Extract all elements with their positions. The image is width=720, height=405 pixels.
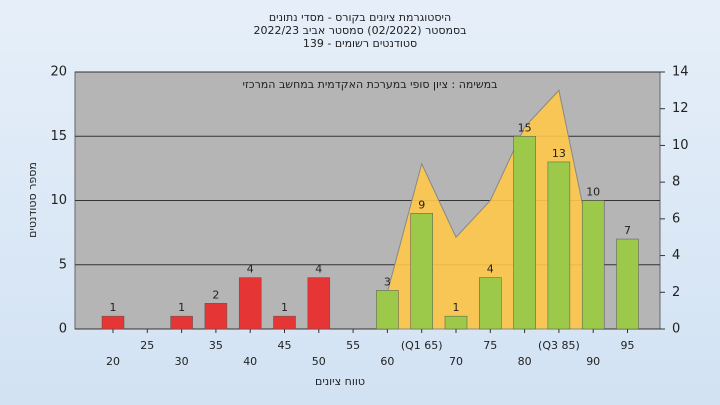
title-line: סטודנטים רשומים - 139: [303, 37, 417, 50]
y2-tick-label: 10: [672, 138, 689, 153]
data-label: 1: [281, 301, 288, 314]
x-tick-label: 35: [209, 339, 223, 352]
y-tick-label: 5: [59, 257, 67, 272]
bar: [444, 315, 468, 330]
data-label: 4: [247, 263, 254, 276]
y-tick-label: 10: [50, 193, 67, 208]
x-tick-label: 50: [312, 355, 326, 368]
bar: [238, 277, 262, 330]
bar: [547, 161, 571, 330]
y2-tick-label: 14: [672, 65, 689, 80]
y-tick-label: 20: [50, 65, 67, 80]
x-tick-label: 25: [140, 339, 154, 352]
x-tick-label: 55: [346, 339, 360, 352]
data-label: 15: [518, 121, 532, 134]
data-label: 9: [418, 198, 425, 211]
data-label: 2: [212, 288, 219, 301]
x-tick-label: 80: [518, 355, 532, 368]
data-label: 1: [178, 301, 185, 314]
bar: [376, 290, 399, 330]
data-label: 4: [315, 263, 322, 276]
x-tick-label: (Q1 65): [401, 339, 443, 352]
y-tick-label: 15: [50, 129, 67, 144]
bar: [479, 277, 502, 330]
bar: [170, 315, 193, 330]
bar: [101, 315, 125, 330]
bar: [307, 277, 331, 330]
data-label: 13: [552, 147, 566, 160]
y2-tick-label: 4: [672, 248, 680, 263]
x-tick-label: 70: [449, 355, 463, 368]
x-tick-label: 45: [278, 339, 292, 352]
y2-tick-label: 12: [672, 101, 689, 116]
bar: [513, 136, 536, 330]
y2-tick-label: 6: [672, 211, 680, 226]
x-tick-label: 60: [380, 355, 394, 368]
y-tick-label: 0: [59, 322, 67, 337]
y2-tick-label: 2: [672, 285, 680, 300]
data-label: 1: [453, 301, 460, 314]
annotation: במשימה : ציון סופי במערכת האקדמית במחשב …: [243, 78, 498, 91]
title-line: בסמסטר (02/2022) סמסטר אביב 2022/23: [253, 24, 466, 37]
bar: [273, 315, 296, 330]
x-tick-label: 95: [621, 339, 635, 352]
data-label: 10: [586, 186, 600, 199]
y-axis-label: מספר סטודנטים: [26, 162, 39, 238]
data-label: 3: [384, 275, 391, 288]
data-label: 1: [110, 301, 117, 314]
x-tick-label: 20: [106, 355, 120, 368]
x-tick-label: 30: [175, 355, 189, 368]
bar: [581, 200, 605, 330]
x-tick-label: 75: [483, 339, 497, 352]
title-line: היסטוגרמת ציונים בקורס - מסדי נתונים: [269, 11, 451, 24]
bar: [410, 213, 433, 330]
data-label: 7: [624, 224, 631, 237]
bar: [616, 238, 639, 330]
x-axis-label: טווח ציונים: [315, 375, 365, 388]
y2-tick-label: 0: [672, 322, 680, 337]
data-label: 4: [487, 263, 494, 276]
y2-tick-label: 8: [672, 175, 680, 190]
x-tick-label: 90: [586, 355, 600, 368]
x-tick-label: 40: [243, 355, 257, 368]
bar: [204, 303, 228, 330]
x-tick-label: (Q3 85): [538, 339, 580, 352]
